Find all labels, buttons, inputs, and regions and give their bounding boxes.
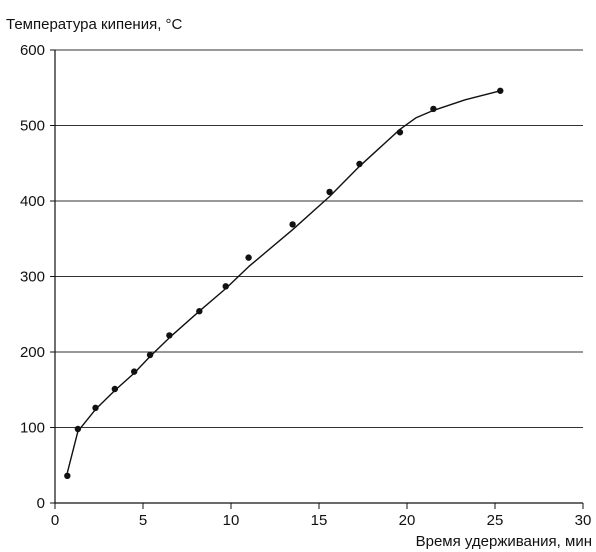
data-point [326,188,333,196]
x-tick-label: 20 [399,512,416,529]
data-point [166,332,173,339]
x-tick-label: 30 [575,512,592,529]
x-tick-label: 25 [487,512,504,529]
data-point [196,308,203,315]
y-axis-label: Температура кипения, °С [6,16,183,33]
y-tick-label: 600 [20,42,45,59]
data-point [111,385,119,393]
data-point [64,472,71,480]
series-line [66,90,501,473]
y-tick-label: 100 [20,420,45,437]
y-tick-label: 500 [20,118,45,135]
data-point [146,351,154,359]
data-point [92,404,99,412]
data-point [245,254,252,261]
data-point [430,105,437,113]
x-tick-label: 0 [51,512,59,529]
data-point [222,283,229,290]
data-point [289,221,296,228]
data-point [497,87,504,94]
y-tick-label: 200 [20,344,45,361]
y-tick-label: 400 [20,193,45,210]
x-axis-label: Время удерживания, мин [415,533,592,550]
data-point [396,129,404,136]
y-tick-label: 300 [20,269,45,286]
x-tick-label: 15 [311,512,328,529]
data-point [131,368,138,375]
data-point [356,160,363,168]
x-tick-label: 5 [139,512,147,529]
y-tick-label: 0 [37,495,45,512]
data-point [74,425,82,433]
x-tick-label: 10 [223,512,240,529]
